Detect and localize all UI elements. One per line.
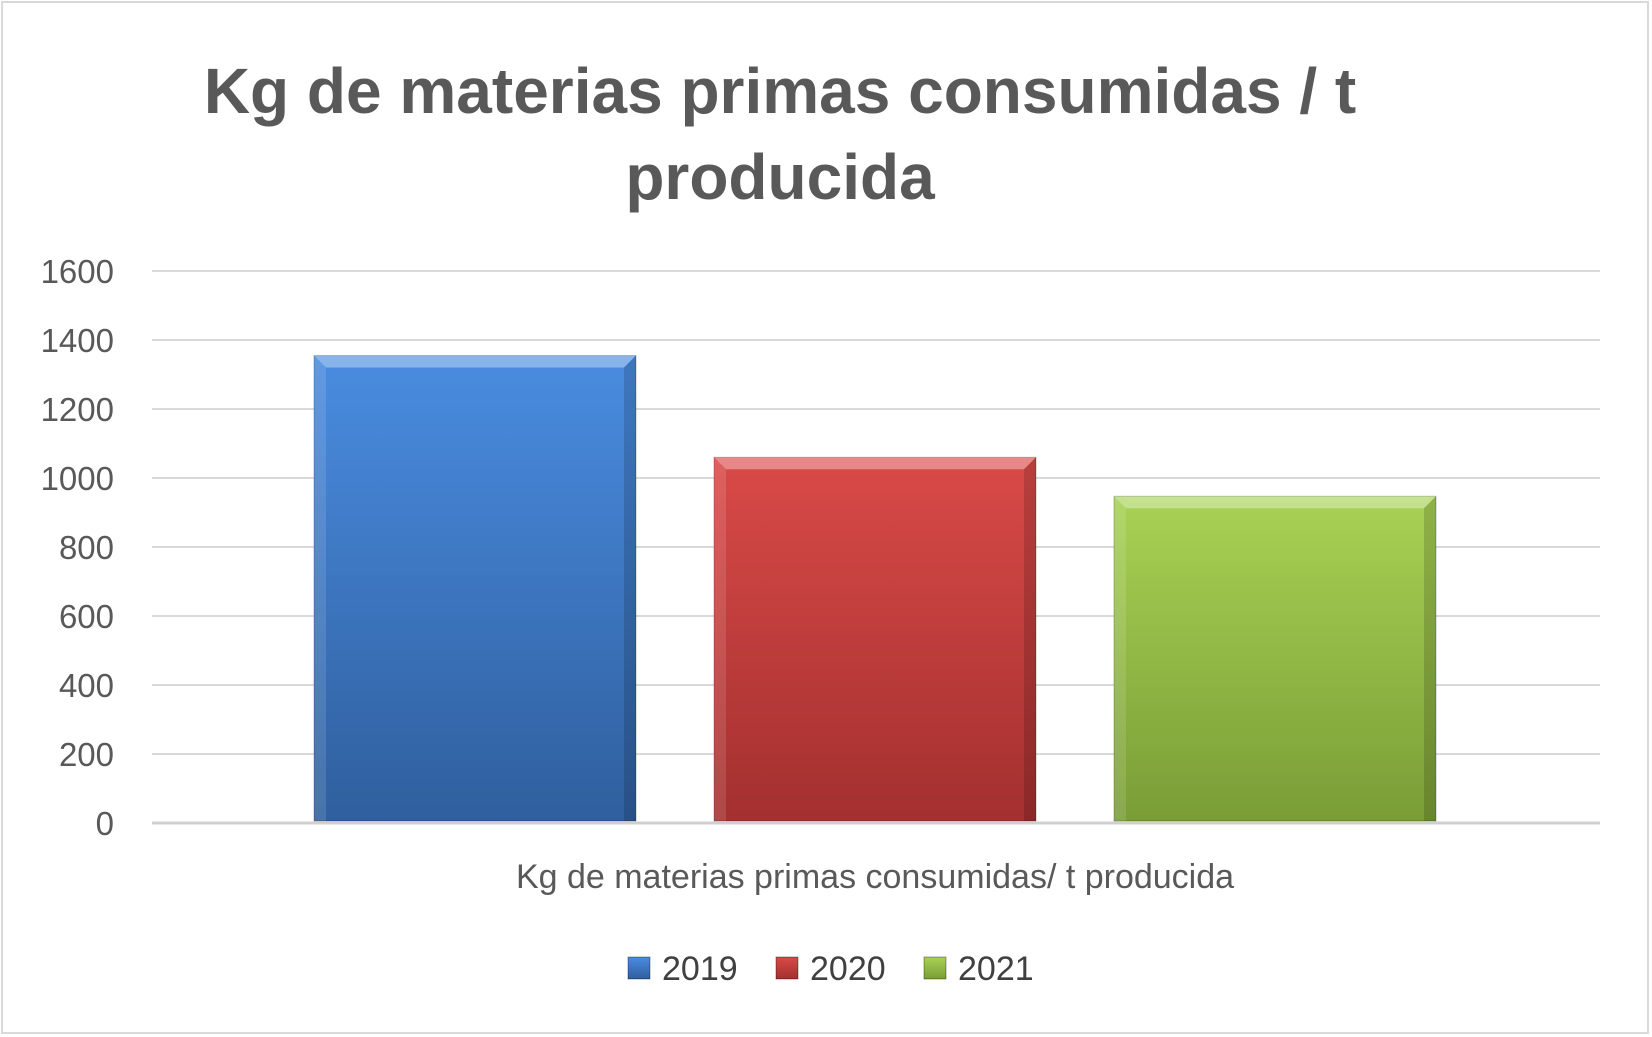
legend-item-2019: 2019: [627, 950, 738, 988]
legend-swatch: [923, 956, 947, 980]
legend-label: 2019: [662, 950, 738, 988]
bar-2020-bevel-top: [714, 457, 1036, 470]
legend-swatch: [627, 956, 651, 980]
y-tick-label: 600: [59, 598, 114, 635]
bar-2021-bevel-right: [1424, 496, 1436, 821]
y-tick-label: 1400: [41, 322, 114, 359]
bar-2019-bevel-left: [314, 355, 326, 821]
legend: 2019 2020 2021: [627, 950, 1034, 988]
legend-item-2020: 2020: [775, 950, 886, 988]
bar-2019: [313, 355, 637, 822]
y-tick-label: 0: [96, 805, 114, 842]
x-category-label: Kg de materias primas consumidas/ t prod…: [516, 858, 1234, 896]
bar-2021-bevel-top: [1114, 496, 1436, 509]
bar-2019-bevel-right: [624, 355, 636, 821]
y-tick-label: 200: [59, 736, 114, 773]
bar-2020-bevel-right: [1024, 457, 1036, 821]
legend-label: 2020: [810, 950, 886, 988]
legend-item-2021: 2021: [923, 950, 1034, 988]
y-axis-ticks: 0 200 400 600 800 1000 1200 1400 1600: [41, 253, 114, 842]
bar-2020-bevel-left: [714, 457, 726, 821]
bar-2019-body: [313, 355, 637, 822]
bar-2021-bevel-left: [1114, 496, 1126, 821]
x-axis-categories: Kg de materias primas consumidas/ t prod…: [516, 858, 1234, 896]
legend-swatch: [775, 956, 799, 980]
bar-2020-body: [713, 456, 1037, 822]
y-tick-label: 1000: [41, 460, 114, 497]
legend-label: 2021: [958, 950, 1034, 988]
y-tick-label: 1200: [41, 391, 114, 428]
y-tick-label: 400: [59, 667, 114, 704]
bar-2019-bevel-top: [314, 355, 636, 368]
bar-2021-body: [1113, 495, 1437, 822]
y-tick-label: 1600: [41, 253, 114, 290]
y-tick-label: 800: [59, 529, 114, 566]
chart-title: Kg de materias primas consumidas / t pro…: [203, 55, 1357, 213]
bars: [313, 355, 1437, 822]
bar-2020: [713, 456, 1037, 822]
bar-2021: [1113, 495, 1437, 822]
